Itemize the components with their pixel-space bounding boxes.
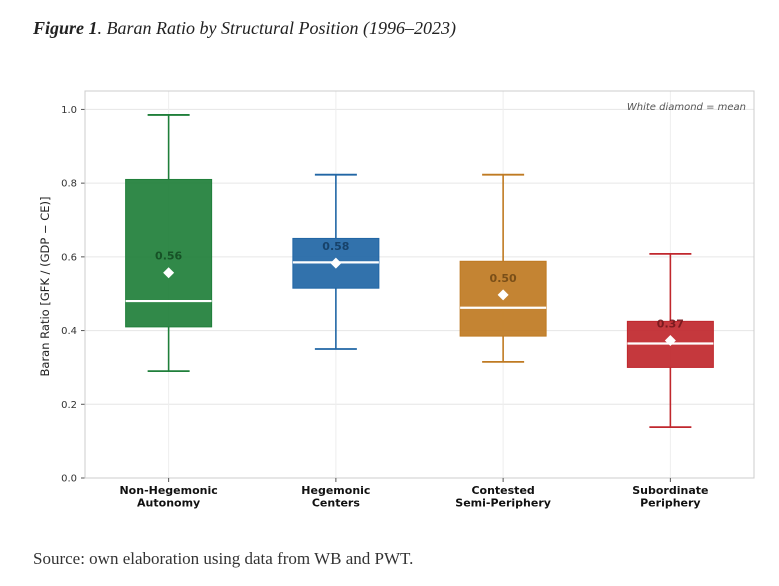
figure-label: Figure 1 xyxy=(33,18,98,38)
x-category-label: Hegemonic xyxy=(301,484,370,497)
x-category-label: Autonomy xyxy=(137,497,200,510)
x-category-label: Subordinate xyxy=(632,484,708,497)
mean-diamond xyxy=(497,289,509,301)
y-tick-label: 0.6 xyxy=(61,252,77,263)
mean-diamond xyxy=(664,335,676,347)
mean-label: 0.58 xyxy=(322,240,349,253)
y-axis-label: Baran Ratio [GFK / (GDP − CE)] xyxy=(38,197,52,377)
x-category-label: Centers xyxy=(312,497,361,510)
figure-source: Source: own elaboration using data from … xyxy=(33,549,414,568)
mean-label: 0.50 xyxy=(490,272,517,285)
mean-diamond xyxy=(163,267,175,279)
iqr-box xyxy=(125,178,213,328)
y-tick-label: 0.8 xyxy=(61,179,77,190)
x-category-label: Non-Hegemonic xyxy=(119,484,217,497)
y-tick-label: 1.0 xyxy=(61,105,77,116)
mean-legend-note: White diamond = mean xyxy=(627,102,746,113)
figure-title: Figure 1. Baran Ratio by Structural Posi… xyxy=(33,18,456,39)
mean-label: 0.37 xyxy=(657,318,684,331)
y-tick-label: 0.4 xyxy=(61,326,77,337)
y-tick-label: 0.0 xyxy=(61,474,77,485)
x-category-label: Contested xyxy=(471,484,534,497)
x-category-label: Semi-Periphery xyxy=(455,497,551,510)
mean-label: 0.56 xyxy=(155,250,182,263)
figure-title-text: . Baran Ratio by Structural Position (19… xyxy=(97,18,456,38)
y-tick-label: 0.2 xyxy=(61,400,77,411)
mean-diamond xyxy=(330,257,342,269)
x-category-label: Periphery xyxy=(640,497,700,510)
plot-frame xyxy=(84,90,755,479)
